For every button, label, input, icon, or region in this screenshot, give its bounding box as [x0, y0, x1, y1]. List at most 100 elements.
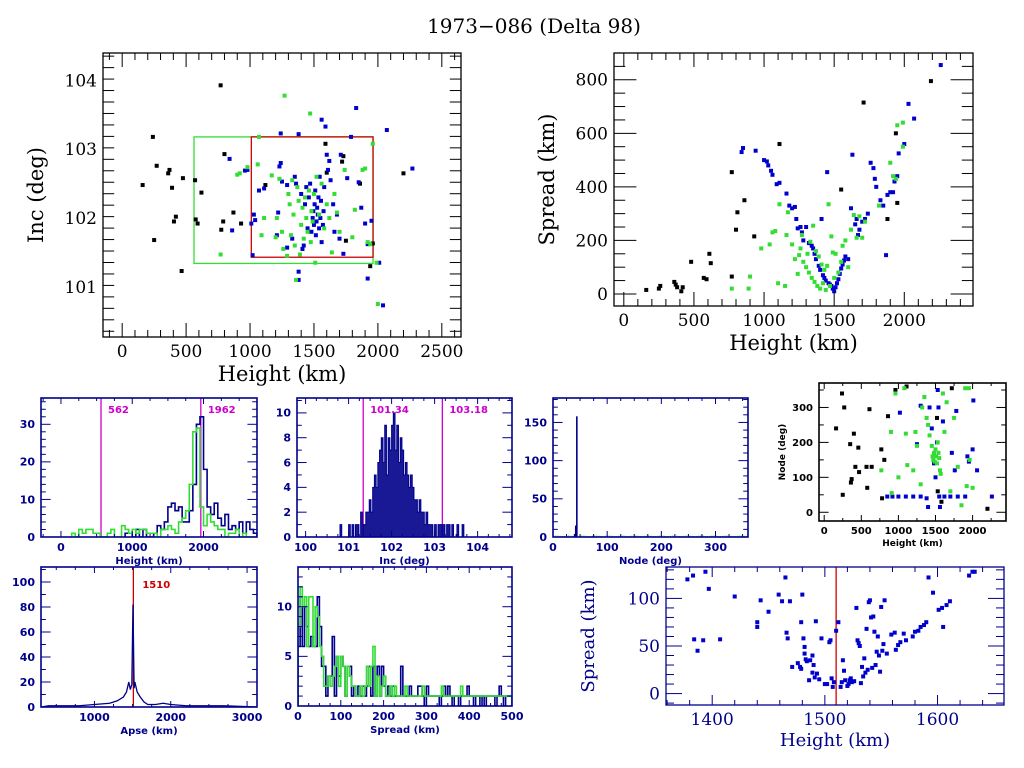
node-vs-height-point-green: [932, 450, 937, 455]
node-vs-height-chart: 0 500 1000 1500 2000 0 100 200 300 Height (km) Nod…: [778, 382, 1007, 549]
spread-vs-height-point-blue: [830, 286, 835, 291]
node-vs-height-point-blue: [952, 468, 957, 473]
node-vs-height-point-green: [924, 415, 929, 420]
node-vs-height-point-black: [864, 464, 869, 469]
spread-vs-height-zoom-point-blue: [874, 649, 879, 654]
inc-vs-height-point-black: [343, 238, 348, 243]
inc-vs-height-point-green: [365, 240, 370, 245]
inc-vs-height-point-black: [219, 227, 224, 232]
spread-vs-height-point-green: [891, 174, 896, 179]
spread-histogram-ytick-label: 5: [284, 650, 292, 663]
node-histogram-ytick-label: 150: [524, 416, 547, 429]
inc-vs-height-point-green: [280, 229, 284, 234]
spread-vs-height-zoom-point-blue: [967, 573, 972, 578]
node-vs-height-point-blue: [935, 387, 940, 392]
spread-vs-height-point-black: [734, 227, 739, 232]
node-vs-height-point-green: [889, 491, 894, 496]
height-histogram-xtick-label: 1000: [117, 541, 148, 554]
spread-vs-height-point-green: [888, 160, 893, 165]
inc-histogram-ytick-label: 6: [283, 456, 291, 469]
spread-vs-height-point-green: [811, 223, 816, 228]
node-histogram-xtick-label: 200: [650, 541, 673, 554]
node-histogram-chart: 0 100 200 300 0 50 100 150 Node (deg): [524, 397, 749, 567]
spread-vs-height-point-blue: [825, 170, 830, 175]
spread-vs-height-point-blue: [799, 230, 804, 235]
spread-vs-height-point-green: [840, 243, 845, 248]
spread-vs-height-zoom-point-blue: [776, 592, 781, 597]
spread-vs-height-zoom-point-blue: [802, 651, 807, 656]
spread-vs-height-zoom-point-blue: [755, 624, 760, 629]
spread-vs-height-zoom-xlabel: Height (km): [780, 730, 890, 751]
node-vs-height-point-black: [842, 405, 847, 410]
spread-vs-height-zoom-xtick-label: 1400: [691, 710, 734, 730]
inc-vs-height-point-green: [273, 235, 278, 240]
spread-vs-height-xtick-label: 500: [678, 311, 710, 331]
inc-vs-height-point-green: [281, 246, 286, 251]
inc-vs-height-point-black: [167, 167, 172, 172]
inc-vs-height-point-black: [231, 210, 236, 215]
spread-vs-height-zoom-point-blue: [840, 658, 845, 663]
spread-vs-height-point-blue: [822, 275, 827, 280]
spread-vs-height-zoom-point-blue: [910, 634, 915, 639]
spread-vs-height-zoom-ytick-label: 50: [638, 637, 660, 657]
spread-vs-height-zoom-point-blue: [812, 675, 817, 680]
node-histogram-xtick-label: 300: [704, 541, 727, 554]
inc-vs-height-point-green: [290, 178, 295, 183]
inc-vs-height-point-black: [324, 170, 329, 175]
inc-vs-height-point-blue: [251, 212, 256, 217]
inc-vs-height-xtick-label: 2500: [420, 342, 463, 362]
spread-vs-height-point-blue: [891, 190, 896, 195]
spread-vs-height-point-blue: [739, 150, 744, 155]
spread-vs-height-point-green: [801, 259, 806, 264]
spread-vs-height-point-black: [729, 170, 734, 175]
spread-vs-height-point-green: [830, 250, 835, 255]
spread-vs-height-point-blue: [818, 267, 823, 272]
apse-histogram-frame: [40, 566, 258, 708]
node-vs-height-point-black: [840, 492, 845, 497]
inc-vs-height-point-blue: [354, 106, 359, 111]
spread-vs-height-point-blue: [836, 277, 841, 282]
node-histogram-plot-area: [553, 416, 747, 537]
node-vs-height-point-black: [865, 485, 870, 490]
spread-vs-height-point-blue: [878, 198, 883, 203]
spread-vs-height-zoom-point-blue: [685, 577, 690, 582]
node-vs-height-point-green: [934, 454, 939, 459]
node-vs-height-point-black: [867, 407, 872, 412]
spread-vs-height-zoom-point-blue: [916, 628, 921, 633]
spread-histogram-plot-area: [298, 586, 512, 706]
spread-vs-height-point-green: [829, 234, 834, 239]
spread-vs-height-point-blue: [860, 219, 865, 224]
spread-vs-height-zoom-point-blue: [813, 619, 818, 624]
inc-vs-height-point-green: [304, 216, 309, 221]
inc-vs-height-point-blue: [338, 152, 343, 157]
node-vs-height-point-black: [834, 426, 839, 431]
inc-vs-height-point-green: [350, 235, 355, 240]
inc-vs-height-point-green: [311, 191, 316, 196]
inc-vs-height-point-blue: [369, 218, 374, 223]
inc-vs-height-point-blue: [256, 188, 261, 193]
spread-vs-height-point-green: [746, 286, 751, 291]
inc-vs-height-point-black: [150, 134, 155, 139]
node-vs-height-point-blue: [885, 494, 890, 499]
node-histogram-xtick-label: 100: [596, 541, 619, 554]
inc-vs-height-point-black: [323, 141, 328, 146]
spread-vs-height-zoom-point-blue: [799, 620, 804, 625]
node-vs-height-point-green: [940, 391, 945, 396]
spread-vs-height-zoom-point-blue: [691, 573, 696, 578]
spread-vs-height-zoom-point-blue: [926, 575, 931, 580]
spread-vs-height-point-blue: [839, 266, 844, 271]
inc-vs-height-point-green: [327, 216, 332, 221]
spread-vs-height-point-black: [742, 198, 747, 203]
inc-vs-height-point-blue: [317, 226, 322, 231]
inc-vs-height-point-blue: [349, 134, 354, 139]
spread-vs-height-zoom-point-blue: [872, 629, 877, 634]
node-vs-height-point-green: [970, 485, 975, 490]
spread-vs-height-point-blue: [871, 166, 876, 171]
inc-vs-height-point-green: [301, 236, 306, 241]
node-vs-height-point-green: [938, 471, 943, 476]
spread-vs-height-ytick-label: 0: [597, 285, 608, 305]
spread-vs-height-zoom-point-blue: [876, 653, 881, 658]
spread-vs-height-point-black: [701, 275, 706, 280]
height-histogram-ytick-label: 20: [20, 456, 36, 469]
node-vs-height-point-green: [903, 431, 908, 436]
